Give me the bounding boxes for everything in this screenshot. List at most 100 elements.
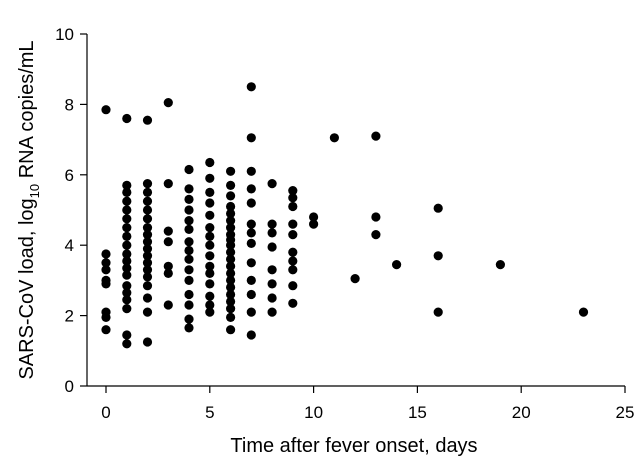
data-point [205, 223, 215, 233]
data-point [184, 237, 194, 247]
data-point [142, 115, 153, 125]
data-point [288, 193, 298, 203]
data-point [142, 187, 153, 197]
data-point [163, 226, 173, 236]
data-point [246, 82, 256, 92]
data-point [288, 298, 298, 308]
data-point [226, 304, 236, 314]
data-point [163, 98, 173, 108]
data-point [122, 113, 132, 124]
data-point [246, 133, 256, 143]
data-point [288, 265, 298, 275]
data-point [122, 180, 132, 190]
y-axis-title-subscript: 10 [27, 184, 42, 198]
data-point [226, 261, 236, 271]
data-point [184, 205, 194, 215]
data-point [184, 216, 194, 226]
data-point [205, 198, 215, 208]
data-point [101, 265, 111, 275]
data-point [226, 312, 236, 322]
y-axis-title: SARS-CoV load, log10 RNA copies/mL [16, 40, 42, 379]
data-point [267, 279, 277, 289]
data-point [101, 258, 111, 268]
data-point [122, 223, 132, 233]
data-point [495, 260, 505, 270]
data-point [205, 268, 215, 278]
data-point [142, 237, 153, 247]
data-point [267, 242, 277, 252]
data-point [122, 295, 132, 305]
data-point [142, 307, 153, 317]
x-tick-label: 10 [304, 403, 323, 422]
data-point [184, 254, 194, 264]
x-tick-label: 5 [205, 403, 214, 422]
data-point [288, 230, 298, 240]
data-point [122, 231, 132, 241]
data-point [122, 339, 132, 349]
data-point [226, 191, 236, 201]
data-point [101, 279, 111, 289]
data-point [371, 230, 381, 240]
data-point [226, 296, 236, 307]
data-point [288, 256, 298, 266]
data-point [226, 254, 236, 264]
data-point [205, 240, 215, 250]
data-point [122, 281, 132, 291]
data-point [142, 223, 153, 233]
data-point [392, 260, 402, 270]
data-point [205, 279, 215, 289]
data-point [122, 288, 132, 298]
data-point [184, 164, 194, 175]
data-point [122, 270, 132, 280]
data-point [184, 224, 194, 234]
data-point [246, 219, 256, 229]
data-point [226, 216, 236, 226]
data-point [142, 244, 153, 254]
data-point [205, 231, 215, 241]
data-point [122, 214, 132, 224]
data-point [205, 307, 215, 317]
data-point [267, 228, 277, 238]
y-tick-label: 10 [55, 25, 74, 44]
data-point [142, 272, 153, 282]
data-point [142, 179, 153, 189]
data-point [205, 173, 215, 183]
y-axis-title-rest: RNA copies/mL [16, 40, 38, 183]
data-point [101, 249, 111, 259]
data-point [205, 210, 215, 220]
data-point [309, 212, 319, 222]
data-point [122, 304, 132, 314]
x-tick-label: 20 [512, 403, 531, 422]
y-ticks: 0 2 4 6 8 10 [55, 25, 87, 396]
x-tick-label: 15 [408, 403, 427, 422]
data-point [371, 131, 381, 141]
data-point [163, 179, 173, 189]
data-point [267, 219, 277, 229]
data-point [184, 184, 194, 194]
data-point [122, 263, 132, 273]
data-point [246, 275, 256, 285]
data-point [226, 282, 236, 292]
data-point [226, 201, 236, 212]
data-point [184, 265, 194, 275]
data-point [246, 228, 256, 238]
data-point [142, 258, 153, 268]
data-point [246, 198, 256, 208]
data-point [246, 184, 256, 194]
data-point [246, 166, 256, 176]
data-point [184, 289, 194, 300]
data-point [205, 157, 215, 168]
data-point [122, 205, 132, 215]
y-tick-label: 4 [65, 236, 74, 255]
data-points [101, 82, 589, 349]
data-point [142, 337, 153, 347]
data-point [122, 330, 132, 340]
data-point [122, 249, 132, 259]
y-axis-title-main: SARS-CoV load, log [16, 198, 38, 379]
data-point [246, 289, 256, 300]
data-point [101, 325, 111, 335]
x-axis-title: Time after fever onset, days [230, 435, 477, 457]
data-point [205, 251, 215, 261]
data-point [226, 247, 236, 257]
